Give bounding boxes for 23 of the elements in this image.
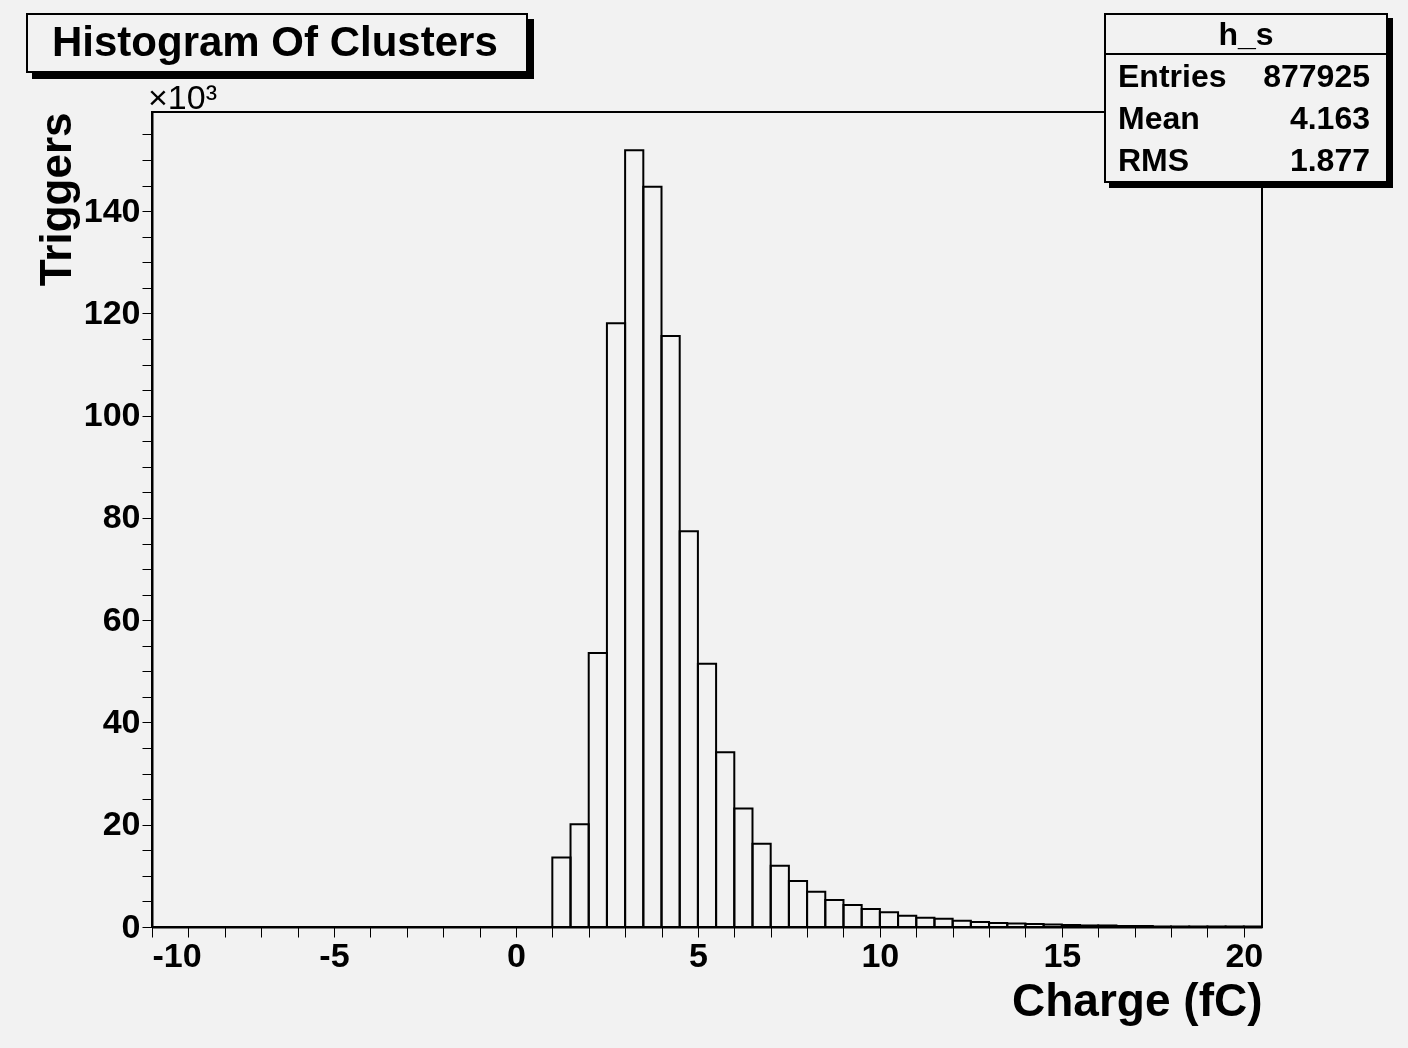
x-tick-label: 15 <box>1043 935 1082 974</box>
y-tick-label: 0 <box>121 906 141 945</box>
y-tick-label: 100 <box>83 395 141 434</box>
x-tick-label: 0 <box>506 935 526 974</box>
text: h_s <box>1106 15 1386 55</box>
y-tick-label: 40 <box>102 701 141 740</box>
annotation: ×10³ <box>148 78 217 117</box>
chart-title: Histogram Of Clusters <box>26 13 528 73</box>
y-tick-label: 20 <box>102 804 141 843</box>
x-tick-label: 10 <box>861 935 900 974</box>
y-tick-label: 140 <box>83 190 141 229</box>
x-tick-label: 5 <box>688 935 708 974</box>
x-tick-label: -5 <box>319 935 350 974</box>
x-tick-label: -10 <box>152 935 202 974</box>
text: Entries 877925 <box>1118 57 1370 96</box>
y-tick-label: 80 <box>102 497 141 536</box>
text: Mean 4.163 <box>1118 100 1370 136</box>
text: RMS 1.877 <box>1118 142 1370 178</box>
x-axis-title: Charge (fC) <box>1012 973 1263 1026</box>
y-tick-label: 60 <box>102 599 141 638</box>
y-tick-label: 120 <box>83 292 141 331</box>
x-tick-label: 20 <box>1225 935 1264 974</box>
y-axis-title: Triggers <box>30 112 80 287</box>
